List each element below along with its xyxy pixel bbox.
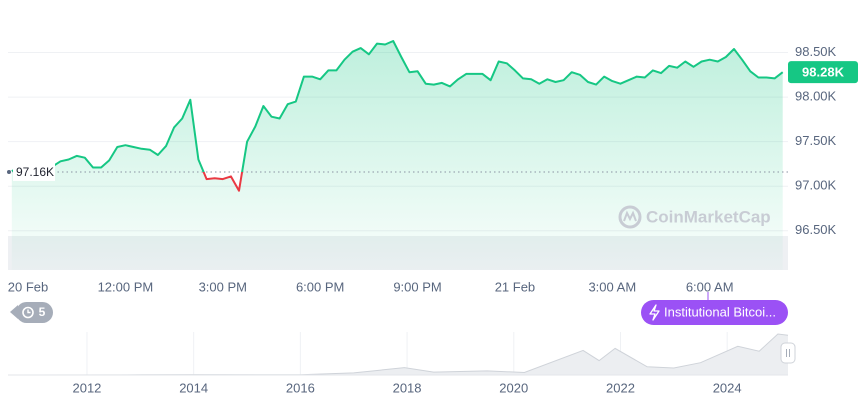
main-layer: 96.50K 97.00K 97.50K 98.00K 98.50K 20 Feb 12:0… [7,40,858,294]
navigator-handle[interactable] [780,342,796,364]
x-tick-label: 6:00 AM [686,279,734,294]
navigator[interactable]: 2012 2014 2016 2018 2020 2022 2024 [8,332,789,395]
y-tick-label: 97.50K [795,133,837,148]
y-tick-label: 97.00K [795,178,837,193]
watermark-logo-mark [623,210,637,222]
pill-text: Institutional Bitcoi... [664,304,776,319]
nav-x-tick-label: 2022 [606,380,635,395]
reference-dot [7,169,11,174]
area [11,41,783,270]
last-price-label: 98.28K [802,65,845,80]
badge-count: 5 [39,305,46,319]
bolt-icon [649,304,660,321]
watermark-logo [618,205,642,229]
badge-bg[interactable] [16,302,53,323]
nav-x-tick-label: 2020 [499,380,528,395]
watermark-text: CoinMarketCap [646,207,771,226]
nav-x-tick-label: 2012 [72,380,101,395]
handle[interactable] [780,342,796,364]
x-tick-label: 3:00 PM [199,279,247,294]
nav-x-tick-label: 2016 [286,380,315,395]
last-price-bg [788,61,858,84]
price-line [11,40,784,192]
y-tick-label: 98.00K [795,89,837,104]
x-tick-label: 12:00 PM [98,279,154,294]
history-icon-hands [27,309,31,314]
nav-x-tick-label: 2014 [179,380,208,395]
news-pill[interactable]: Institutional Bitcoi... [641,292,788,325]
x-tick-label: 3:00 AM [588,279,636,294]
nav-x-tick-label: 2024 [713,380,742,395]
history-icon [22,306,34,319]
watermark: CoinMarketCap [618,205,771,229]
x-tick-label: 21 Feb [495,279,535,294]
pill-bg[interactable] [641,300,788,325]
badge-pointer [10,305,18,319]
x-tick-label: 6:00 PM [296,279,344,294]
y-tick-label: 98.50K [795,44,837,59]
x-tick-label: 20 Feb [8,279,48,294]
x-tick-label: 9:00 PM [393,279,441,294]
nav-area [12,334,789,375]
history-badge[interactable]: 5 [10,302,53,323]
y-tick-label: 96.50K [795,222,837,237]
reference-label-bg [13,162,55,181]
nav-x-tick-label: 2018 [393,380,422,395]
reference-label: 97.16K [16,165,54,179]
